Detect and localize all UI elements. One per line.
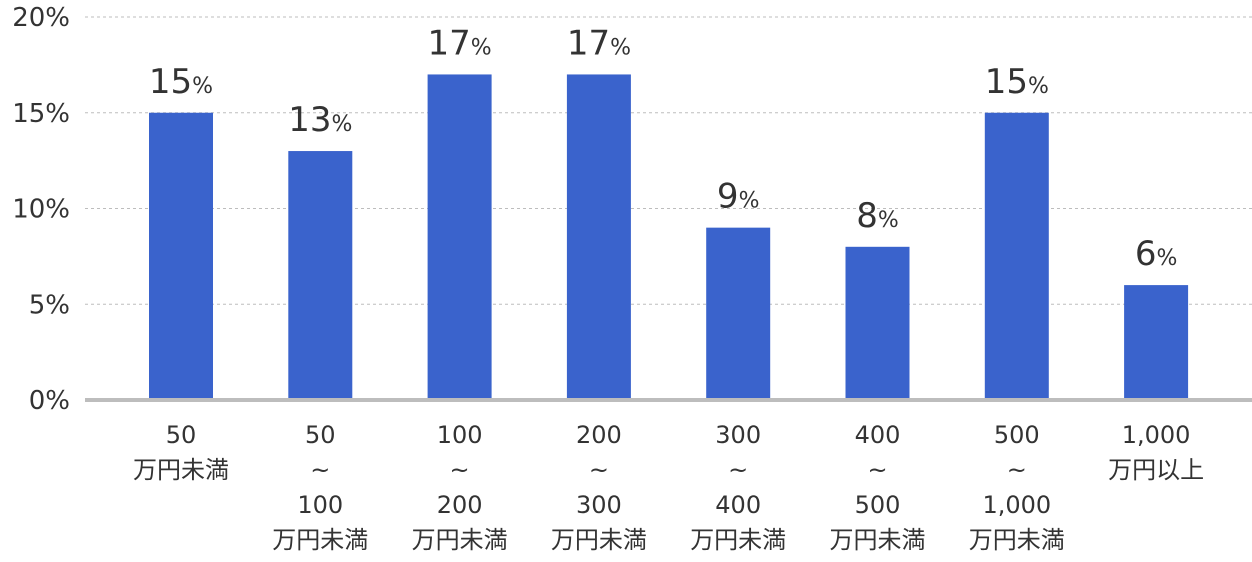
x-category-line: 500 (855, 491, 901, 519)
bar-value-label: 15% (985, 62, 1049, 102)
bar (427, 74, 492, 400)
x-category-line: 万円以上 (1108, 456, 1204, 484)
x-category-label: 500 ~1,000 万円未満 (969, 421, 1065, 554)
bar (984, 112, 1049, 400)
y-tick-label: 10% (12, 195, 70, 225)
x-category-line: ~ (450, 456, 470, 484)
x-category-line: ~ (310, 456, 330, 484)
x-category-line: 万円未満 (272, 526, 368, 554)
x-category-line: 万円未満 (969, 526, 1065, 554)
x-category-line: 200 (437, 491, 483, 519)
x-category-line: 50 (305, 421, 336, 449)
x-category-label: 1,000 万円以上 (1108, 421, 1204, 484)
bar (566, 74, 631, 400)
x-category-line: 万円未満 (690, 526, 786, 554)
x-category-line: 50 (166, 421, 197, 449)
x-category-line: ~ (728, 456, 748, 484)
x-category-label: 200 ~300 万円未満 (551, 421, 647, 554)
y-tick-label: 0% (29, 386, 70, 416)
x-category-line: 300 (576, 491, 622, 519)
y-tick-label: 15% (12, 99, 70, 129)
bar (845, 246, 910, 400)
value-labels: 15% 13% 17% 17% 9% 8% 15% 6% (149, 23, 1177, 274)
bar-value-label: 17% (567, 23, 631, 63)
bar-value-label: 15% (149, 62, 213, 102)
bars (149, 74, 1189, 400)
bar (706, 227, 771, 400)
y-tick-label: 5% (29, 290, 70, 320)
x-category-line: ~ (589, 456, 609, 484)
y-axis-ticks: 0% 5% 10% 15% 20% (12, 3, 70, 416)
x-category-label: 50 万円未満 (133, 421, 229, 484)
x-axis-categories: 50万円未満50~100万円未満100~200万円未満200~300万円未満30… (133, 421, 1204, 554)
x-category-line: 万円未満 (830, 526, 926, 554)
x-category-line: 300 (715, 421, 761, 449)
x-category-line: 万円未満 (412, 526, 508, 554)
x-category-line: 100 (437, 421, 483, 449)
x-category-label: 50 ~100 万円未満 (272, 421, 368, 554)
bar-value-label: 6% (1135, 234, 1178, 274)
bar (1124, 285, 1189, 400)
x-category-line: 400 (715, 491, 761, 519)
bar-value-label: 17% (428, 23, 492, 63)
bar-value-label: 8% (856, 196, 899, 236)
x-category-line: 万円未満 (133, 456, 229, 484)
x-category-line: 100 (297, 491, 343, 519)
x-category-line: 1,000 (1122, 421, 1191, 449)
x-category-line: 1,000 (982, 491, 1051, 519)
x-category-line: 500 (994, 421, 1040, 449)
bar-value-label: 9% (717, 177, 760, 217)
bar-value-label: 13% (288, 100, 352, 140)
x-category-label: 400 ~500 万円未満 (830, 421, 926, 554)
x-category-label: 300 ~400 万円未満 (690, 421, 786, 554)
x-category-line: 200 (576, 421, 622, 449)
grid-lines (85, 16, 1252, 305)
x-category-line: 400 (855, 421, 901, 449)
x-category-label: 100 ~200 万円未満 (412, 421, 508, 554)
y-tick-label: 20% (12, 3, 70, 33)
bar (149, 112, 213, 400)
x-category-line: 万円未満 (551, 526, 647, 554)
x-category-line: ~ (867, 456, 887, 484)
bar (288, 151, 353, 400)
x-category-line: ~ (1007, 456, 1027, 484)
